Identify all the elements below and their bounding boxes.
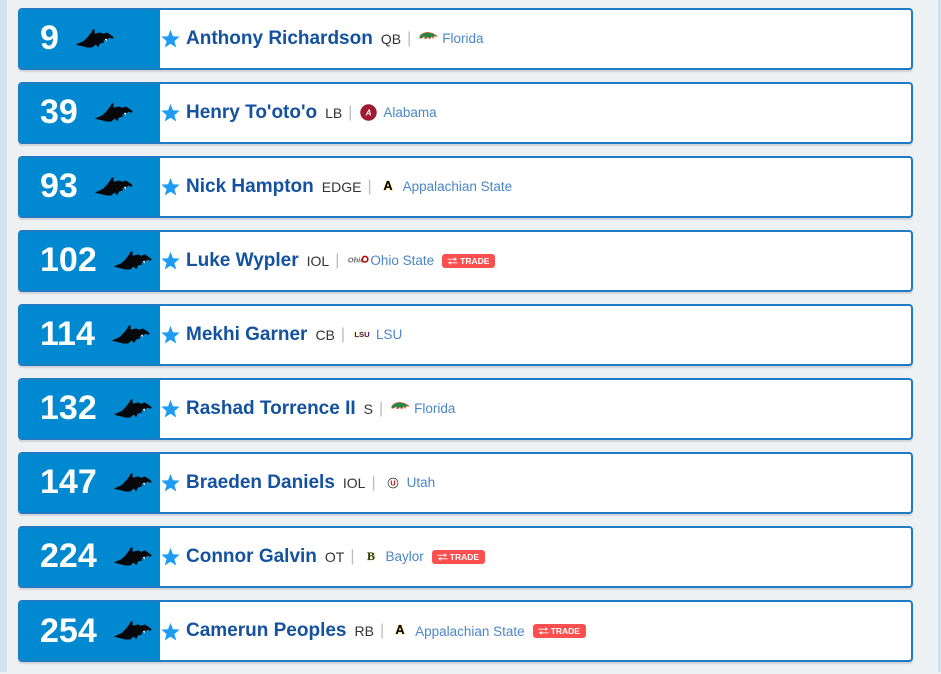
svg-text:LSU: LSU: [354, 330, 370, 339]
svg-text:U: U: [390, 479, 395, 488]
svg-text:A: A: [395, 622, 404, 637]
svg-text:B: B: [367, 549, 375, 563]
svg-text:A: A: [365, 108, 372, 117]
svg-text:A: A: [383, 178, 392, 193]
